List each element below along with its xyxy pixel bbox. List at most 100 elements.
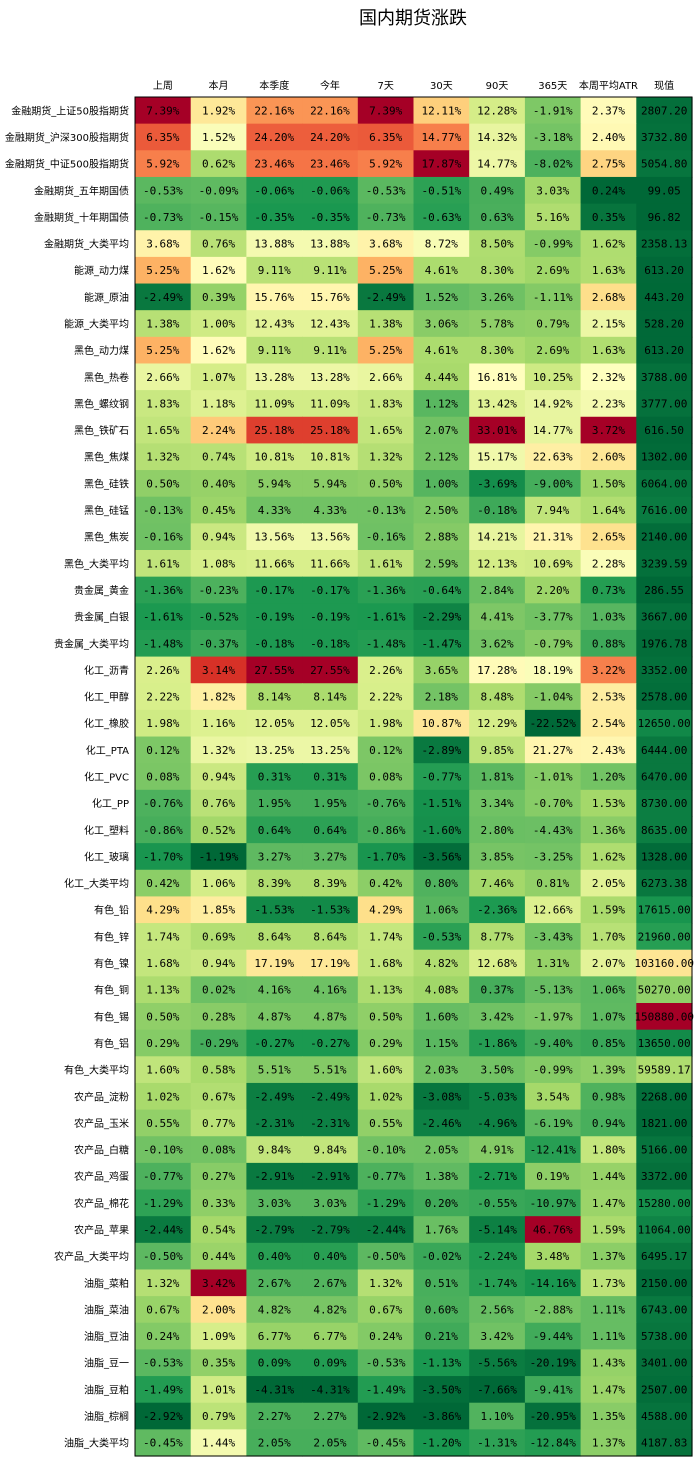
cell-value-label: 0.24%: [592, 184, 625, 197]
heatmap-cell: [524, 363, 582, 391]
cell-value-label: 1.03%: [592, 611, 625, 624]
row-label: 能源_原油: [84, 291, 129, 304]
cell-value-label: 4.29%: [146, 904, 179, 917]
cell-value-label: 0.60%: [425, 1303, 458, 1316]
heatmap-cell: [357, 1056, 415, 1084]
heatmap-cell: [636, 1082, 693, 1111]
cell-value-label: -0.53%: [366, 1357, 406, 1370]
heatmap-cell: [636, 1349, 693, 1377]
cell-value-label: 2.67%: [313, 1277, 346, 1290]
cell-value-label: -7.66%: [477, 1383, 517, 1396]
cell-value-label: 17.19%: [254, 957, 294, 970]
heatmap-cell: [357, 443, 415, 471]
cell-value-label: 2.69%: [536, 264, 569, 277]
heatmap-cell: [302, 1269, 359, 1297]
heatmap-cell: [524, 1082, 582, 1111]
heatmap-cell: [413, 203, 470, 231]
cell-value-label: -2.44%: [143, 1224, 183, 1237]
cell-value-label: 6064.00: [641, 477, 687, 490]
row-label: 有色_镍: [94, 957, 129, 970]
heatmap-cell: [302, 1029, 359, 1057]
cell-value-label: 3.14%: [202, 664, 235, 677]
cell-value-label: 1.38%: [146, 318, 179, 331]
heatmap-cell: [302, 896, 359, 924]
cell-value-label: -2.46%: [421, 1117, 461, 1130]
cell-value-label: 0.67%: [146, 1303, 179, 1316]
heatmap-cell: [524, 1162, 582, 1191]
heatmap-cell: [580, 1402, 637, 1430]
cell-value-label: -1.51%: [421, 797, 461, 810]
cell-value-label: 2.84%: [480, 584, 513, 597]
cell-value-label: 18.19%: [533, 664, 573, 677]
cell-value-label: 9.11%: [258, 344, 291, 357]
heatmap-cell: [357, 736, 415, 764]
cell-value-label: -0.99%: [533, 238, 573, 251]
cell-value-label: 2.54%: [592, 717, 625, 730]
heatmap-cell: [524, 1296, 582, 1324]
heatmap-cell: [135, 736, 192, 764]
cell-value-label: 2.66%: [369, 371, 402, 384]
cell-value-label: -5.14%: [477, 1224, 517, 1237]
heatmap-cell: [636, 523, 693, 551]
cell-value-label: 0.09%: [258, 1357, 291, 1370]
heatmap-cell: [135, 176, 192, 205]
cell-value-label: 4.61%: [425, 344, 458, 357]
cell-value-label: -0.13%: [143, 504, 183, 517]
heatmap-cell: [302, 1296, 359, 1324]
cell-value-label: 4.33%: [258, 504, 291, 517]
cell-value-label: -2.91%: [254, 1170, 294, 1183]
heatmap-cell: [357, 709, 415, 738]
cell-value-label: 2.59%: [425, 557, 458, 570]
cell-value-label: 8.64%: [258, 930, 291, 943]
heatmap-cell: [357, 629, 415, 658]
cell-value-label: 0.49%: [480, 184, 513, 197]
cell-value-label: 3.54%: [536, 1090, 569, 1103]
heatmap-cell: [636, 123, 693, 151]
cell-value-label: 16.81%: [477, 371, 517, 384]
cell-value-label: 1.07%: [202, 371, 235, 384]
cell-value-label: 1.39%: [592, 1064, 625, 1077]
heatmap-cell: [190, 683, 247, 711]
heatmap-cell: [524, 310, 582, 338]
heatmap-cell: [135, 1216, 192, 1244]
heatmap-cell: [302, 1322, 359, 1351]
cell-value-label: 3.27%: [258, 850, 291, 863]
cell-value-label: -2.49%: [143, 291, 183, 304]
cell-value-label: 7.46%: [480, 877, 513, 890]
heatmap-cell: [302, 603, 359, 631]
cell-value-label: 4588.00: [641, 1410, 687, 1423]
cell-value-label: 10.81%: [254, 451, 294, 464]
heatmap-cell: [302, 550, 359, 578]
heatmap-cell: [190, 230, 247, 258]
cell-value-label: 12.66%: [533, 904, 573, 917]
heatmap-cell: [580, 1109, 637, 1137]
heatmap-cell: [190, 443, 247, 471]
heatmap-cell: [246, 949, 303, 977]
heatmap-cell: [413, 709, 470, 738]
heatmap-cell: [302, 1056, 359, 1084]
cell-value-label: 3.42%: [480, 1330, 513, 1343]
heatmap-cell: [524, 283, 582, 311]
cell-value-label: 3.03%: [536, 184, 569, 197]
heatmap-cell: [302, 443, 359, 471]
cell-value-label: -0.27%: [310, 1037, 350, 1050]
heatmap-cell: [469, 97, 526, 125]
heatmap-cell: [524, 550, 582, 578]
heatmap-cell: [580, 656, 637, 684]
cell-value-label: 5.25%: [369, 344, 402, 357]
cell-value-label: -22.52%: [530, 717, 577, 730]
cell-value-label: 2.24%: [202, 424, 235, 437]
heatmap-cell: [524, 976, 582, 1004]
heatmap-cell: [302, 1429, 359, 1457]
cell-value-label: 22.16%: [310, 104, 350, 117]
heatmap-cell: [469, 1003, 526, 1031]
cell-value-label: 15.76%: [254, 291, 294, 304]
heatmap-cell: [580, 816, 637, 844]
heatmap-cell: [413, 1109, 470, 1137]
cell-value-label: 0.44%: [202, 1250, 235, 1263]
cell-value-label: 2.53%: [592, 691, 625, 704]
cell-value-label: 0.63%: [480, 211, 513, 224]
column-label: 现值: [654, 79, 674, 92]
heatmap-cell: [580, 390, 637, 418]
cell-value-label: 7.39%: [369, 104, 402, 117]
